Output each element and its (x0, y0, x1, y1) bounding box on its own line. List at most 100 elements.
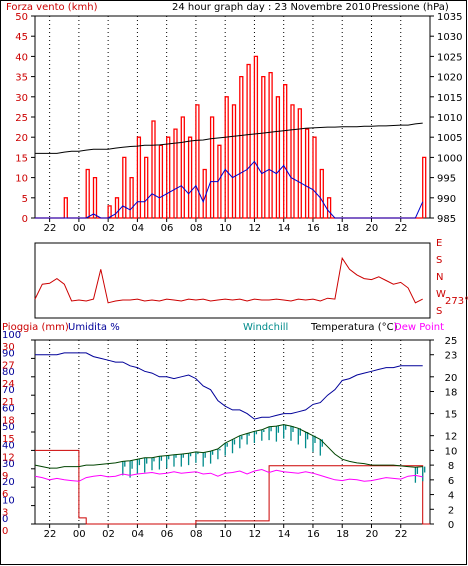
rain-tick-label: 24 (2, 379, 15, 390)
temperature-tick-label: 12 (445, 432, 458, 443)
humidity-tick-label: 70 (2, 385, 15, 396)
direction-tick-label: S (436, 255, 442, 266)
x-tick-label: 12 (248, 529, 261, 540)
pressure-tick-label: 1020 (437, 73, 462, 84)
x-tick-label: 20 (365, 223, 378, 234)
pressure-axis-ticks: 985 990 995 1000 1005 1010 1015 1020 1025 1030 103… (430, 12, 462, 225)
wind-tick-label: 0 (22, 214, 28, 225)
wind-tick-label: 5 (22, 194, 28, 205)
x-tick-label: 16 (307, 529, 320, 540)
panel-2-series (34, 256, 423, 304)
pressure-tick-label: 1005 (437, 133, 462, 144)
wind-tick-label: 35 (15, 73, 28, 84)
x-tick-label: 02 (102, 223, 115, 234)
x-tick-label: 20 (365, 529, 378, 540)
x-tick-label: 04 (131, 223, 144, 234)
x-tick-label: 00 (73, 223, 86, 234)
panel-1-series (35, 55, 427, 219)
x-tick-label: 14 (278, 223, 291, 234)
x-tick-label: 08 (190, 529, 203, 540)
x-tick-label: 12 (248, 223, 261, 234)
rain-tick-label: 21 (2, 397, 15, 408)
x-tick-label: 16 (307, 223, 320, 234)
temperature-tick-label: 25 (445, 336, 458, 347)
temperature-tick-label: 15 (445, 410, 458, 421)
humidity-series (35, 352, 423, 420)
wind-tick-label: 20 (15, 133, 28, 144)
x-tick-label: 22 (44, 529, 57, 540)
wind-axis-ticks: 0 5 10 15 20 25 30 35 40 45 50 (15, 12, 35, 225)
dewpoint-series (34, 468, 423, 482)
windchill-series (122, 424, 426, 483)
temperature-tick-label: 8 (448, 461, 454, 472)
humidity-tick-label: 100 (2, 330, 21, 341)
rain-tick-label: 27 (2, 360, 15, 371)
temperature-tick-label: 10 (445, 446, 458, 457)
temperature-tick-label: 2 (448, 505, 454, 516)
temperature-tick-label: 6 (448, 476, 454, 487)
rain-tick-label: 12 (2, 452, 15, 463)
x-tick-label: 00 (73, 529, 86, 540)
humidity-tick-label: 20 (2, 477, 15, 488)
temperature-tick-label: 23 (445, 351, 458, 362)
pressure-tick-label: 1015 (437, 93, 462, 104)
pressure-tick-label: 985 (437, 214, 456, 225)
pressure-axis-label: Pressione (hPa) (372, 2, 449, 13)
x-tick-label: 22 (395, 529, 408, 540)
x-tick-label: 18 (336, 529, 349, 540)
rain-tick-label: 0 (2, 526, 8, 537)
humidity-tick-label: 90 (2, 348, 15, 359)
panel-1-x-ticks: 22 00 02 04 06 08 10 12 14 16 18 20 22 (44, 16, 408, 234)
humidity-tick-label: 30 (2, 459, 15, 470)
dewpoint-legend: Dew Point (394, 322, 444, 333)
pressure-tick-label: 1030 (437, 32, 462, 43)
x-tick-label: 04 (131, 529, 144, 540)
humidity-tick-label: 40 (2, 440, 15, 451)
temperature-tick-label: 18 (445, 388, 458, 399)
wind-tick-label: 50 (15, 12, 28, 23)
pressure-tick-label: 990 (437, 194, 456, 205)
direction-tick-label: S (436, 306, 442, 317)
temperature-tick-label: 4 (448, 491, 454, 502)
rain-tick-label: 15 (2, 434, 15, 445)
x-tick-label: 22 (44, 223, 57, 234)
temperature-series (34, 424, 423, 469)
wind-average-series (35, 160, 424, 219)
panel-3-series (34, 352, 430, 525)
humidity-axis-ticks: 0 10 20 30 40 50 60 70 80 90 100 (2, 330, 35, 525)
x-tick-label: 06 (161, 529, 174, 540)
pressure-series (35, 122, 423, 154)
pressure-tick-label: 1025 (437, 52, 462, 63)
direction-tick-label: E (436, 238, 442, 249)
rain-tick-label: 3 (2, 508, 8, 519)
wind-tick-label: 10 (15, 174, 28, 185)
humidity-tick-label: 80 (2, 367, 15, 378)
humidity-tick-label: 50 (2, 422, 15, 433)
rain-tick-label: 18 (2, 416, 15, 427)
chart-title: 24 hour graph day : 23 Novembre 2010 (172, 2, 371, 13)
wind-tick-label: 15 (15, 153, 28, 164)
panel-2-frame (34, 242, 431, 319)
direction-tick-label: N (436, 272, 443, 283)
humidity-axis-label: Umidita % (68, 322, 120, 333)
rain-tick-label: 30 (2, 342, 15, 353)
direction-tick-label: W (436, 289, 446, 300)
wind-axis-label: Forza vento (kmh) (6, 2, 98, 13)
wind-tick-label: 45 (15, 32, 28, 43)
direction-value-label: 273° (445, 296, 468, 307)
wind-pressure-panel: Forza vento (kmh) 24 hour graph day : 23… (6, 2, 462, 234)
x-tick-label: 18 (336, 223, 349, 234)
x-tick-label: 22 (395, 223, 408, 234)
rain-axis-ticks: 0 3 6 9 12 15 18 21 24 27 30 (2, 342, 15, 537)
pressure-tick-label: 995 (437, 174, 456, 185)
rain-tick-label: 9 (2, 471, 8, 482)
wind-tick-label: 30 (15, 93, 28, 104)
x-tick-label: 08 (190, 223, 203, 234)
pressure-tick-label: 1000 (437, 153, 462, 164)
rain-tick-label: 6 (2, 489, 8, 500)
x-tick-label: 06 (161, 223, 174, 234)
pressure-tick-label: 1035 (437, 12, 462, 23)
temperature-tick-label: 0 (448, 520, 454, 531)
